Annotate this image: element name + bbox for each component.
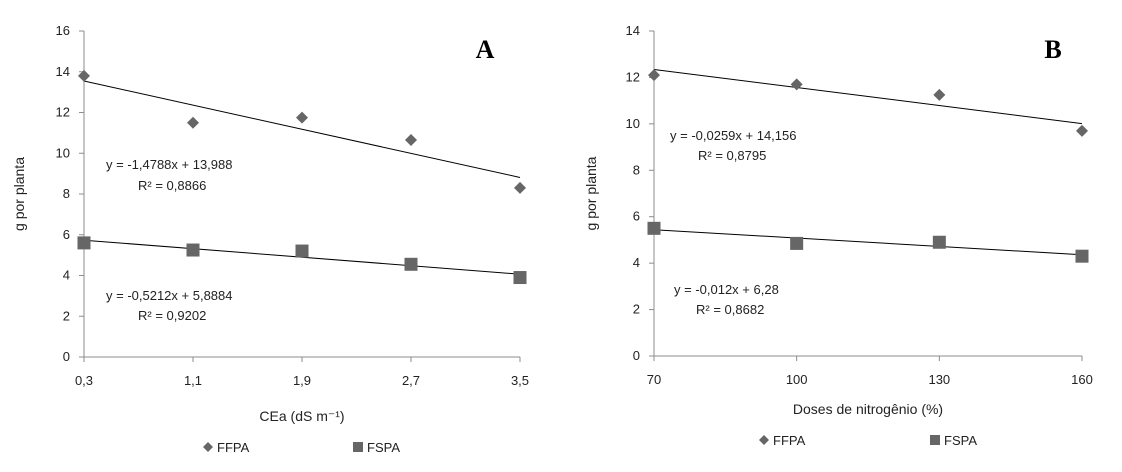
data-point-fspa	[647, 221, 661, 235]
y-tick-label: 0	[633, 348, 640, 363]
y-tick-label: 2	[63, 308, 70, 323]
panel-label: A	[476, 35, 495, 64]
y-tick-label: 14	[56, 64, 70, 79]
panel-label: B	[1044, 35, 1061, 64]
data-point-ffpa	[790, 78, 803, 91]
trend-equation: y = -0,012x + 6,28	[674, 282, 779, 297]
data-point-fspa	[186, 243, 200, 257]
trend-equation: y = -0,0259x + 14,156	[670, 128, 796, 143]
legend-label: FSPA	[944, 433, 977, 448]
legend-square-icon	[353, 442, 363, 452]
x-tick-label: 100	[786, 372, 808, 387]
trendline-ffpa	[653, 68, 1083, 125]
y-axis-title: g por planta	[11, 157, 27, 231]
y-tick-label: 12	[56, 105, 70, 120]
r-squared-label: R² = 0,8795	[698, 148, 766, 163]
x-axis-title: Doses de nitrogênio (%)	[793, 401, 943, 417]
data-point-fspa	[1075, 249, 1089, 263]
trendline-fspa	[653, 229, 1083, 256]
y-tick-label: 12	[626, 69, 640, 84]
r-squared-label: R² = 0,9202	[138, 308, 206, 323]
y-axis-title: g por planta	[583, 156, 599, 230]
trendline-ffpa	[83, 80, 521, 178]
y-tick-label: 8	[63, 186, 70, 201]
y-tick-label: 4	[63, 268, 70, 283]
x-tick-label: 0,3	[75, 373, 93, 388]
data-point-ffpa	[933, 88, 946, 101]
data-point-fspa	[790, 236, 804, 250]
data-point-fspa	[295, 244, 309, 258]
y-tick-label: 2	[633, 302, 640, 317]
y-tick-label: 10	[626, 116, 640, 131]
y-tick-label: 16	[56, 23, 70, 38]
y-tick-label: 6	[63, 227, 70, 242]
legend-square-icon	[930, 435, 940, 445]
legend-diamond-icon	[203, 442, 213, 452]
data-point-ffpa	[1076, 124, 1088, 137]
r-squared-label: R² = 0,8866	[138, 178, 206, 193]
x-tick-label: 2,7	[402, 373, 420, 388]
data-point-ffpa	[405, 134, 417, 147]
legend-label: FSPA	[367, 440, 400, 455]
data-point-fspa	[77, 236, 91, 250]
y-tick-label: 0	[63, 349, 70, 364]
legend-diamond-icon	[759, 435, 769, 445]
legend-label: FFPA	[773, 433, 806, 448]
data-point-ffpa	[187, 116, 199, 129]
data-point-fspa	[932, 235, 946, 249]
y-tick-label: 4	[633, 255, 640, 270]
x-tick-label: 70	[647, 372, 661, 387]
data-point-ffpa	[78, 69, 90, 82]
trend-equation: y = -0,5212x + 5,8884	[106, 288, 232, 303]
y-tick-label: 8	[633, 162, 640, 177]
x-tick-label: 1,1	[184, 373, 202, 388]
data-point-ffpa	[296, 111, 308, 124]
x-tick-label: 1,9	[293, 373, 311, 388]
legend-label: FFPA	[217, 440, 250, 455]
data-point-fspa	[513, 271, 527, 285]
y-tick-label: 6	[633, 209, 640, 224]
y-tick-label: 14	[626, 23, 640, 38]
y-tick-label: 10	[56, 145, 70, 160]
x-tick-label: 160	[1071, 372, 1093, 387]
data-point-fspa	[404, 257, 418, 271]
x-tick-label: 130	[928, 372, 950, 387]
x-axis-title: CEa (dS m⁻¹)	[259, 408, 344, 424]
x-tick-label: 3,5	[511, 373, 529, 388]
data-point-ffpa	[514, 181, 526, 194]
trend-equation: y = -1,4788x + 13,988	[106, 157, 232, 172]
r-squared-label: R² = 0,8682	[696, 302, 764, 317]
data-point-ffpa	[648, 69, 660, 82]
